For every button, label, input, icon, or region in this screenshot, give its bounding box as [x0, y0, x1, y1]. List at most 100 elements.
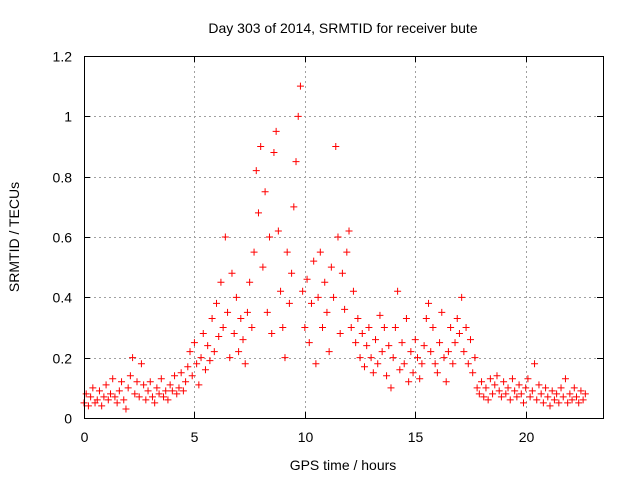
data-point — [162, 387, 170, 395]
data-point — [129, 354, 137, 362]
data-point — [184, 363, 192, 371]
data-point — [270, 149, 278, 157]
data-point — [104, 396, 112, 404]
data-point — [451, 339, 459, 347]
data-point — [290, 203, 298, 211]
data-point — [462, 324, 470, 331]
data-point — [263, 308, 271, 316]
data-point — [160, 393, 168, 401]
data-point — [252, 167, 260, 175]
data-point — [124, 384, 132, 392]
data-point — [332, 143, 340, 150]
data-point — [213, 299, 221, 307]
data-point — [475, 390, 483, 398]
data-point — [497, 393, 505, 401]
data-point — [553, 390, 561, 398]
y-axis-label: SRMTID / TECUs — [6, 182, 22, 292]
data-point — [425, 299, 433, 307]
data-point — [305, 339, 313, 347]
data-point — [347, 324, 355, 331]
data-point — [343, 248, 351, 256]
data-point — [546, 402, 554, 410]
data-point — [533, 396, 541, 404]
data-point — [537, 390, 545, 398]
data-point — [557, 384, 565, 392]
data-point — [314, 293, 322, 301]
data-point — [272, 127, 280, 135]
data-point — [221, 233, 229, 241]
axes: 0 0.2 0.4 0.6 0.8 1 1.2 0 5 10 15 20 — [53, 49, 603, 445]
data-point — [109, 375, 117, 383]
data-point — [360, 363, 368, 371]
data-point — [193, 360, 201, 368]
data-point — [177, 369, 185, 377]
data-point — [387, 384, 395, 392]
data-point — [283, 248, 291, 256]
y-tick-label: 0.6 — [53, 230, 73, 246]
data-point — [237, 314, 245, 322]
data-point — [440, 354, 448, 362]
y-tick-label: 1.2 — [53, 49, 73, 65]
data-points — [80, 82, 589, 413]
data-point — [208, 314, 216, 322]
y-tick-label: 1 — [64, 109, 72, 125]
data-point — [515, 381, 523, 389]
data-point — [93, 396, 101, 404]
data-point — [197, 354, 205, 362]
data-point — [577, 387, 585, 395]
x-tick-label: 5 — [191, 429, 199, 445]
data-point — [572, 393, 580, 401]
data-point — [422, 314, 430, 322]
data-point — [394, 287, 402, 295]
data-point — [427, 348, 435, 356]
data-point — [495, 387, 503, 395]
data-point — [173, 390, 181, 398]
data-point — [182, 378, 190, 386]
data-point — [215, 333, 223, 341]
data-point — [389, 354, 397, 362]
x-tick-label: 0 — [81, 429, 89, 445]
data-point — [338, 269, 346, 277]
data-point — [471, 354, 479, 362]
data-point — [502, 390, 510, 398]
data-point — [566, 390, 574, 398]
data-point — [299, 287, 307, 295]
data-point — [195, 381, 203, 389]
data-point — [230, 330, 238, 338]
data-point — [506, 396, 514, 404]
data-point — [126, 372, 134, 380]
data-point — [400, 360, 408, 368]
data-point — [548, 387, 556, 395]
data-point — [120, 396, 128, 404]
data-point — [146, 378, 154, 386]
data-point — [323, 308, 331, 316]
data-point — [336, 330, 344, 338]
data-point — [453, 314, 461, 322]
data-point — [508, 375, 516, 383]
data-point — [153, 384, 161, 392]
data-point — [190, 339, 198, 347]
plot-frame — [84, 56, 604, 419]
data-point — [281, 354, 289, 362]
x-tick-label: 15 — [408, 429, 424, 445]
data-point — [442, 378, 450, 386]
data-point — [524, 375, 532, 383]
data-point — [478, 378, 486, 386]
data-point — [376, 311, 384, 319]
x-tick-label: 20 — [519, 429, 535, 445]
data-point — [526, 393, 534, 401]
data-point — [564, 399, 572, 407]
data-point — [84, 402, 92, 410]
data-point — [544, 393, 552, 401]
x-axis-label: GPS time / hours — [290, 457, 397, 473]
data-point — [550, 396, 558, 404]
data-point — [122, 405, 130, 413]
data-point — [186, 348, 194, 356]
data-point — [402, 314, 410, 322]
data-point — [575, 399, 583, 407]
data-point — [204, 342, 212, 350]
data-point — [511, 387, 519, 395]
y-tick-label: 0.4 — [53, 290, 73, 306]
data-point — [115, 387, 123, 395]
data-point — [131, 390, 139, 398]
